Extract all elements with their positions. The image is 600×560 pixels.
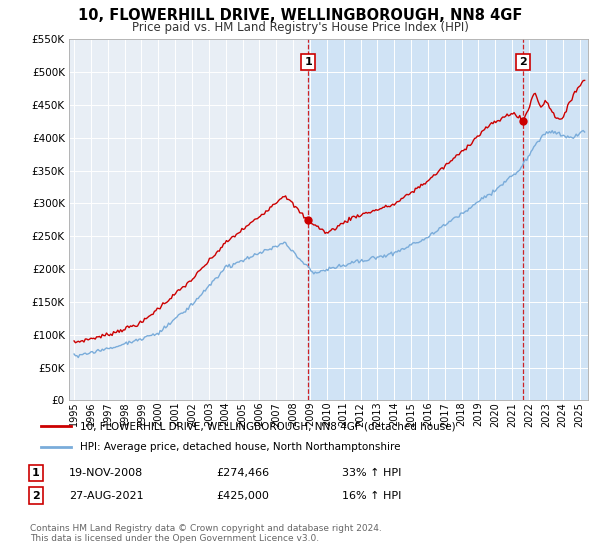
Text: Price paid vs. HM Land Registry's House Price Index (HPI): Price paid vs. HM Land Registry's House … — [131, 21, 469, 34]
Text: Contains HM Land Registry data © Crown copyright and database right 2024.
This d: Contains HM Land Registry data © Crown c… — [30, 524, 382, 543]
Text: 33% ↑ HPI: 33% ↑ HPI — [342, 468, 401, 478]
Text: £274,466: £274,466 — [216, 468, 269, 478]
Text: 2: 2 — [32, 491, 40, 501]
Text: 1: 1 — [32, 468, 40, 478]
Text: 19-NOV-2008: 19-NOV-2008 — [69, 468, 143, 478]
Text: £425,000: £425,000 — [216, 491, 269, 501]
Text: 1: 1 — [304, 57, 312, 67]
Bar — [308, 39, 600, 400]
Text: 27-AUG-2021: 27-AUG-2021 — [69, 491, 143, 501]
Text: 10, FLOWERHILL DRIVE, WELLINGBOROUGH, NN8 4GF (detached house): 10, FLOWERHILL DRIVE, WELLINGBOROUGH, NN… — [80, 421, 455, 431]
Text: 2: 2 — [519, 57, 527, 67]
Text: 10, FLOWERHILL DRIVE, WELLINGBOROUGH, NN8 4GF: 10, FLOWERHILL DRIVE, WELLINGBOROUGH, NN… — [78, 8, 522, 24]
Text: 16% ↑ HPI: 16% ↑ HPI — [342, 491, 401, 501]
Text: HPI: Average price, detached house, North Northamptonshire: HPI: Average price, detached house, Nort… — [80, 442, 400, 452]
